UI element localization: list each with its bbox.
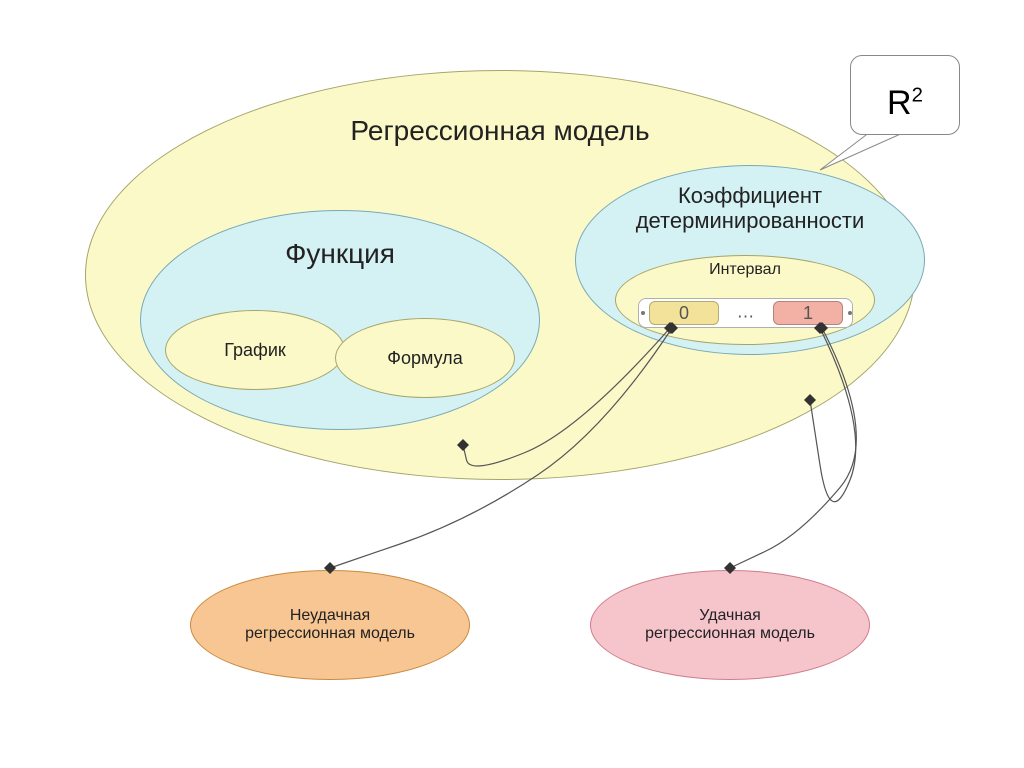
good-model-title: Удачная регрессионная модель (600, 607, 860, 644)
good-model-line1: Удачная (699, 607, 761, 624)
bad-model-line2: регрессионная модель (245, 625, 415, 642)
coefficient-title: Коэффициент детерминированности (590, 183, 910, 234)
r-squared-label: R2 (887, 84, 923, 122)
formula-title: Формула (345, 348, 505, 369)
coefficient-title-line1: Коэффициент (678, 183, 822, 208)
slider-tick-right (848, 311, 852, 315)
function-title: Функция (190, 238, 490, 270)
slider-tick-left (641, 311, 645, 315)
r-squared-callout: R2 (850, 55, 960, 135)
regression-model-title: Регрессионная модель (250, 115, 750, 147)
slider-one-box: 1 (773, 301, 843, 325)
bad-model-line1: Неудачная (290, 607, 370, 624)
good-model-line2: регрессионная модель (645, 625, 815, 642)
bad-model-title: Неудачная регрессионная модель (200, 607, 460, 644)
diagram-stage: Регрессионная модель Функция Коэффициент… (0, 0, 1024, 768)
graph-title: График (175, 340, 335, 361)
coefficient-title-line2: детерминированности (636, 208, 865, 233)
interval-slider: 0 … 1 (638, 298, 853, 328)
interval-title: Интервал (645, 261, 845, 279)
